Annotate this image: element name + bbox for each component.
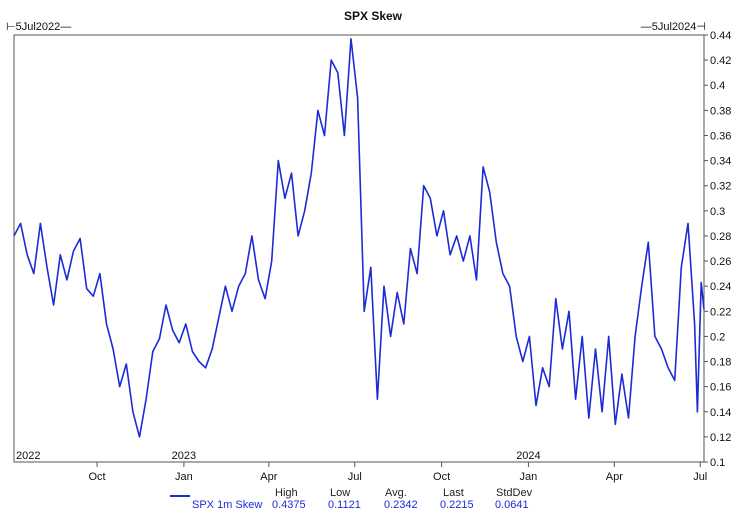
legend-swatch <box>170 495 190 497</box>
stat-header-stddev: StdDev <box>496 487 533 499</box>
y-tick-label: 0.44 <box>710 30 731 42</box>
stat-header-high: High <box>275 487 298 499</box>
x-tick-label: Apr <box>606 471 623 483</box>
y-tick-label: 0.14 <box>710 407 731 419</box>
year-label: 2022 <box>16 450 40 462</box>
y-tick-label: 0.18 <box>710 357 731 369</box>
y-tick-label: 0.1 <box>710 457 725 469</box>
x-tick-label: Jul <box>348 471 362 483</box>
x-tick-label: Jan <box>520 471 538 483</box>
stat-header-last: Last <box>443 487 464 499</box>
stat-value-stddev: 0.0641 <box>495 499 529 511</box>
range-end-label: —5Jul2024⊣ <box>640 21 706 33</box>
y-tick-label: 0.2 <box>710 331 725 343</box>
y-tick-label: 0.3 <box>710 206 725 218</box>
x-tick-label: Jan <box>175 471 193 483</box>
y-tick-label: 0.34 <box>710 156 731 168</box>
stat-value-high: 0.4375 <box>272 499 306 511</box>
stat-value-low: 0.1121 <box>328 499 361 511</box>
stat-header-avg: Avg. <box>385 487 407 499</box>
series-line-spx-1m-skew <box>13 37 705 438</box>
y-tick-label: 0.26 <box>710 256 731 268</box>
y-tick-label: 0.12 <box>710 432 731 444</box>
x-tick-label: Jul <box>693 471 707 483</box>
x-tick-label: Apr <box>260 471 277 483</box>
x-tick-label: Oct <box>433 471 450 483</box>
y-tick-label: 0.24 <box>710 281 731 293</box>
y-tick-label: 0.42 <box>710 55 731 67</box>
chart-title: SPX Skew <box>343 9 403 23</box>
range-start-label: ⊢5Jul2022— <box>6 21 72 33</box>
y-tick-label: 0.28 <box>710 231 731 243</box>
y-tick-label: 0.16 <box>710 382 731 394</box>
stat-value-avg: 0.2342 <box>384 499 418 511</box>
stat-header-low: Low <box>330 487 351 499</box>
plot-frame <box>13 34 705 463</box>
legend-series-name: SPX 1m Skew <box>192 499 263 511</box>
year-label: 2024 <box>516 450 540 462</box>
y-tick-label: 0.38 <box>710 105 731 117</box>
x-tick-label: Oct <box>89 471 106 483</box>
y-tick-label: 0.32 <box>710 181 731 193</box>
y-tick-label: 0.36 <box>710 130 731 142</box>
stat-value-last: 0.2215 <box>440 499 474 511</box>
y-tick-label: 0.4 <box>710 80 725 92</box>
y-tick-label: 0.22 <box>710 306 731 318</box>
year-label: 2023 <box>172 450 196 462</box>
